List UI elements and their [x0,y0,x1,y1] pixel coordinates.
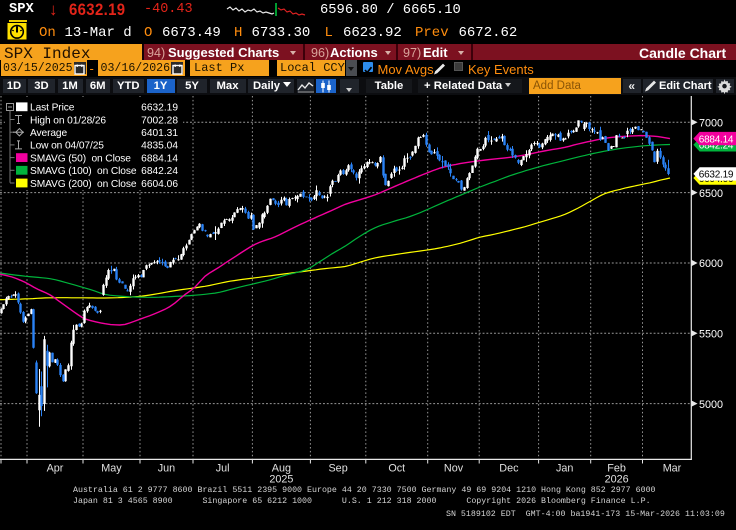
svg-text:Apr: Apr [47,463,64,475]
svg-text:Low on 04/07/25: Low on 04/07/25 [30,141,104,152]
svg-text:7002.28: 7002.28 [141,115,178,126]
svg-text:Jan: Jan [556,463,573,475]
svg-text:Jul: Jul [216,463,230,475]
svg-text:SMAVG (200) on Close: SMAVG (200) on Close [30,179,137,190]
svg-text:SMAVG (50) on Close: SMAVG (50) on Close [30,153,131,164]
svg-text:6000: 6000 [699,258,723,270]
svg-text:6842.24: 6842.24 [141,166,178,177]
svg-text:Average: Average [30,128,67,139]
svg-text:6884.14: 6884.14 [699,134,734,145]
svg-text:High on 01/28/26: High on 01/28/26 [30,115,106,126]
svg-text:Mar: Mar [663,463,682,475]
svg-text:6500: 6500 [699,188,723,200]
svg-text:Feb: Feb [607,463,626,475]
svg-text:Aug: Aug [272,463,291,475]
svg-text:2025: 2025 [269,474,293,486]
svg-text:Jun: Jun [158,463,175,475]
svg-text:5000: 5000 [699,399,723,411]
svg-text:6604.06: 6604.06 [141,179,178,190]
svg-text:Sep: Sep [328,463,347,475]
svg-text:2026: 2026 [605,474,629,486]
svg-text:6842.24: 6842.24 [699,141,734,152]
svg-text:5500: 5500 [699,329,723,341]
svg-text:7000: 7000 [699,118,723,130]
svg-text:Oct: Oct [388,463,405,475]
svg-text:6632.19: 6632.19 [699,170,734,181]
svg-text:May: May [101,463,122,475]
svg-text:Nov: Nov [444,463,464,475]
svg-text:Last Price: Last Price [30,103,75,114]
svg-text:6632.19: 6632.19 [141,103,178,114]
svg-text:6884.14: 6884.14 [141,153,178,164]
svg-text:SMAVG (100) on Close: SMAVG (100) on Close [30,166,137,177]
svg-text:4835.04: 4835.04 [141,141,178,152]
svg-text:6401.31: 6401.31 [141,128,178,139]
svg-text:Dec: Dec [499,463,519,475]
